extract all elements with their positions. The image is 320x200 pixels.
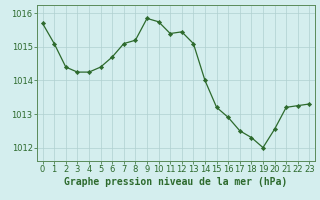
X-axis label: Graphe pression niveau de la mer (hPa): Graphe pression niveau de la mer (hPa)	[64, 177, 288, 187]
